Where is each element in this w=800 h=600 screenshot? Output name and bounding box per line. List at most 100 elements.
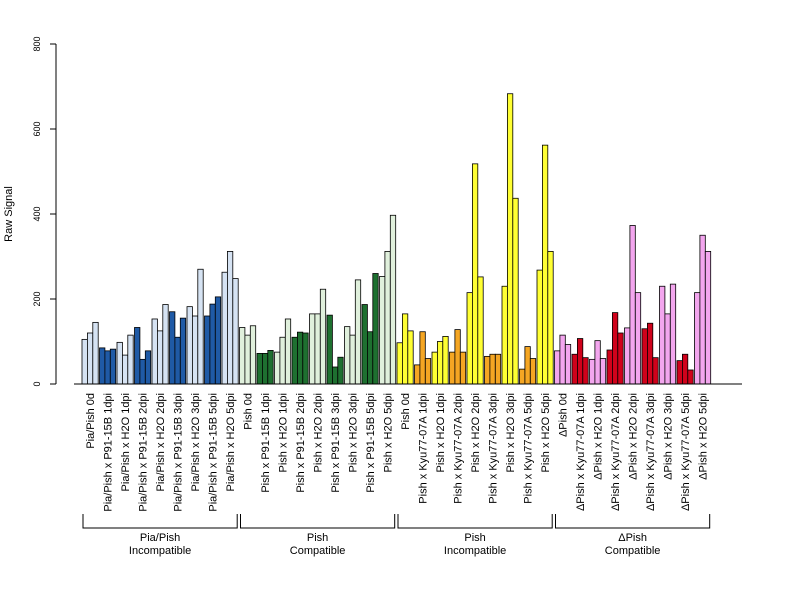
bar — [536, 269, 543, 385]
bar — [144, 350, 152, 385]
bar — [104, 350, 111, 385]
group-bracket — [82, 514, 238, 529]
group-brackets: Pia/PishIncompatiblePishCompatiblePishIn… — [82, 514, 711, 557]
bar — [81, 338, 88, 385]
bar — [244, 334, 251, 385]
bar — [659, 285, 666, 385]
x-tick-label: ΔPish x Kyu77-07A 3dpi — [645, 393, 657, 511]
group-bracket — [240, 514, 396, 529]
bar — [344, 326, 351, 385]
bar — [179, 317, 187, 385]
bar — [564, 344, 572, 385]
bar — [384, 250, 391, 385]
x-tick-label: ΔPish 0d — [558, 393, 570, 437]
bar — [704, 250, 712, 385]
bar — [174, 336, 181, 385]
y-tick-label: 600 — [32, 121, 42, 136]
x-tick-label: Pish x H2O 3dpi — [348, 393, 360, 472]
bar — [559, 334, 566, 385]
y-tick-label: 800 — [32, 36, 42, 51]
x-tick-label: ΔPish x H2O 1dpi — [593, 393, 605, 480]
x-tick-label: Pia/Pish 0d — [85, 393, 97, 449]
bar — [162, 304, 169, 385]
x-tick-label: Pish x H2O 2dpi — [470, 393, 482, 472]
x-tick-label: Pish x H2O 3dpi — [505, 393, 517, 472]
bar — [191, 315, 199, 385]
bar — [687, 369, 694, 385]
bar — [542, 144, 549, 385]
bar — [209, 303, 216, 385]
x-tick-label: Pish x H2O 5dpi — [540, 393, 552, 472]
bar — [582, 357, 589, 385]
x-tick-label: Pia/Pish x H2O 3dpi — [190, 393, 202, 491]
bar — [612, 312, 619, 385]
bar — [629, 225, 636, 385]
x-tick-label: ΔPish x H2O 3dpi — [663, 393, 675, 480]
bar — [349, 334, 356, 385]
bar — [647, 322, 654, 385]
bar — [419, 331, 426, 385]
x-tick-label: Pish x P91-15B 3dpi — [330, 393, 342, 493]
bar — [424, 358, 432, 385]
y-tick-label: 0 — [32, 381, 42, 386]
bar — [372, 273, 379, 385]
bar — [606, 349, 613, 385]
bar — [547, 250, 554, 385]
bar — [529, 358, 537, 385]
bar — [267, 350, 274, 385]
bar — [279, 336, 286, 385]
bar — [431, 351, 438, 385]
group-bracket — [555, 514, 711, 529]
bar — [326, 314, 333, 385]
bar — [319, 288, 327, 385]
bar — [261, 352, 269, 385]
bar — [87, 332, 94, 385]
bar — [214, 296, 222, 385]
x-tick-label: Pish x P91-15B 2dpi — [295, 393, 307, 493]
bar — [379, 276, 386, 385]
bar — [291, 336, 298, 385]
group-label-line2: Incompatible — [444, 545, 506, 557]
bar — [454, 329, 461, 385]
group-label-line1: Pish — [464, 532, 485, 544]
bar — [664, 313, 671, 385]
bar — [414, 364, 421, 385]
group-label-line2: Compatible — [290, 545, 346, 557]
bar — [494, 353, 502, 385]
bar — [302, 332, 309, 385]
y-tick-label: 200 — [32, 291, 42, 306]
bar — [641, 328, 648, 385]
bar — [92, 321, 99, 385]
bar — [396, 342, 403, 385]
x-tick-label: Pish x H2O 1dpi — [435, 393, 447, 472]
bar — [682, 353, 689, 385]
x-tick-label: Pish x H2O 1dpi — [278, 393, 290, 472]
bar — [466, 292, 473, 385]
group-label-line2: Compatible — [605, 545, 661, 557]
bar — [459, 351, 467, 385]
bar — [249, 325, 257, 385]
x-tick-label: Pish x H2O 5dpi — [383, 393, 395, 472]
bar — [354, 279, 362, 385]
bars — [81, 93, 712, 385]
bar — [524, 346, 531, 385]
x-tick-label: Pish x P91-15B 5dpi — [365, 393, 377, 493]
bar — [676, 360, 683, 385]
bar — [489, 353, 496, 385]
bar — [501, 285, 508, 385]
bar — [594, 340, 601, 385]
bar — [151, 318, 158, 385]
x-tick-label: Pia/Pish x P91-15B 5dpi — [208, 393, 220, 512]
bar — [256, 352, 263, 385]
bar — [221, 271, 228, 385]
x-tick-label: Pish x Kyu77-07A 5dpi — [523, 393, 535, 504]
bar — [109, 348, 117, 385]
bar — [477, 276, 484, 385]
x-tick-label: Pish x Kyu77-07A 3dpi — [488, 393, 500, 504]
bar — [134, 327, 141, 385]
bar — [314, 313, 321, 385]
bar — [156, 330, 164, 385]
bar — [331, 366, 339, 385]
group-label-line1: Pish — [307, 532, 328, 544]
x-tick-label: ΔPish x Kyu77-07A 5dpi — [680, 393, 692, 511]
